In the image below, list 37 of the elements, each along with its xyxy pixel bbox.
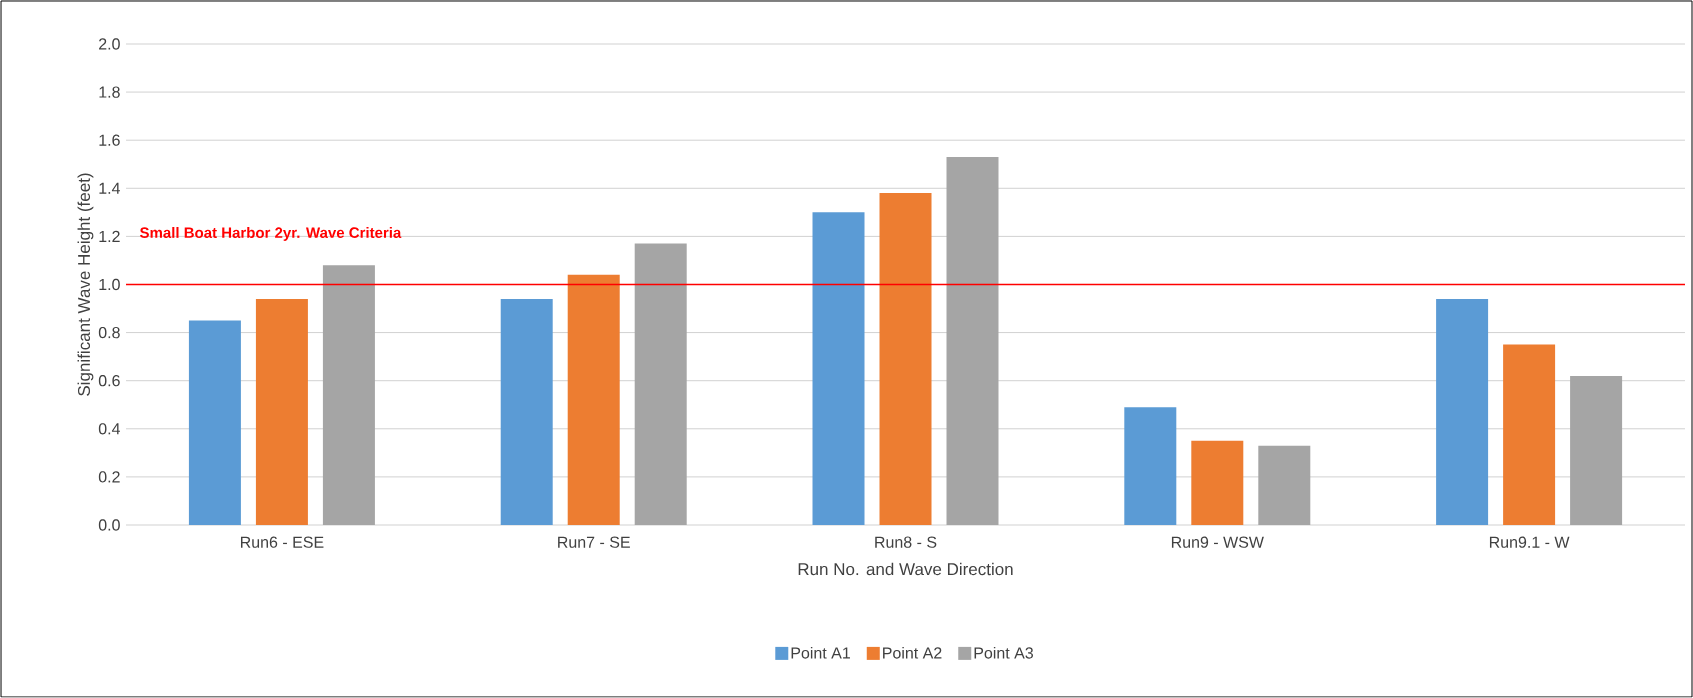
bar bbox=[500, 298, 553, 525]
bar bbox=[1124, 407, 1177, 525]
x-tick-label: Run9 - WSW bbox=[1171, 536, 1264, 548]
x-tick-label: Run9.1 - W bbox=[1489, 536, 1570, 548]
bar bbox=[567, 274, 620, 525]
ref-line-label: Small Boat Harbor 2yr. Wave Criteria bbox=[139, 226, 402, 241]
y-tick-label: 0.0 bbox=[98, 519, 120, 531]
y-tick-label: 0.6 bbox=[98, 375, 120, 387]
bar bbox=[946, 157, 999, 525]
y-tick-label: 0.8 bbox=[98, 326, 120, 339]
x-tick-label: Run8 - S bbox=[875, 536, 937, 548]
y-tick-label: 1.2 bbox=[99, 230, 120, 242]
x-tick-label: Run6 - ESE bbox=[240, 536, 324, 548]
bar bbox=[1570, 375, 1623, 525]
bar bbox=[255, 298, 308, 525]
bar bbox=[322, 265, 375, 525]
bar bbox=[1191, 440, 1244, 525]
bar bbox=[1258, 445, 1311, 525]
bar bbox=[1436, 298, 1489, 525]
bar bbox=[188, 320, 241, 525]
x-axis-title: Run No. and Wave Direction bbox=[798, 562, 1013, 576]
bar bbox=[1503, 344, 1556, 525]
bar bbox=[879, 193, 932, 525]
bar bbox=[812, 212, 865, 525]
y-tick-label: 1.8 bbox=[99, 86, 120, 98]
y-tick-label: 2.0 bbox=[99, 38, 120, 50]
y-axis-title: Significant Wave Height (feet) bbox=[77, 173, 94, 396]
y-tick-label: 1.0 bbox=[99, 278, 120, 291]
y-tick-label: 0.2 bbox=[98, 471, 120, 483]
y-tick-label: 1.6 bbox=[99, 134, 120, 146]
legend-label: Point A2 bbox=[883, 646, 942, 659]
y-tick-label: 1.4 bbox=[99, 182, 121, 194]
legend-label: Point A1 bbox=[791, 646, 850, 659]
bar bbox=[634, 243, 687, 525]
x-tick-label: Run7 - SE bbox=[558, 536, 630, 548]
y-tick-label: 0.4 bbox=[98, 423, 121, 435]
legend-label: Point A3 bbox=[974, 646, 1033, 659]
